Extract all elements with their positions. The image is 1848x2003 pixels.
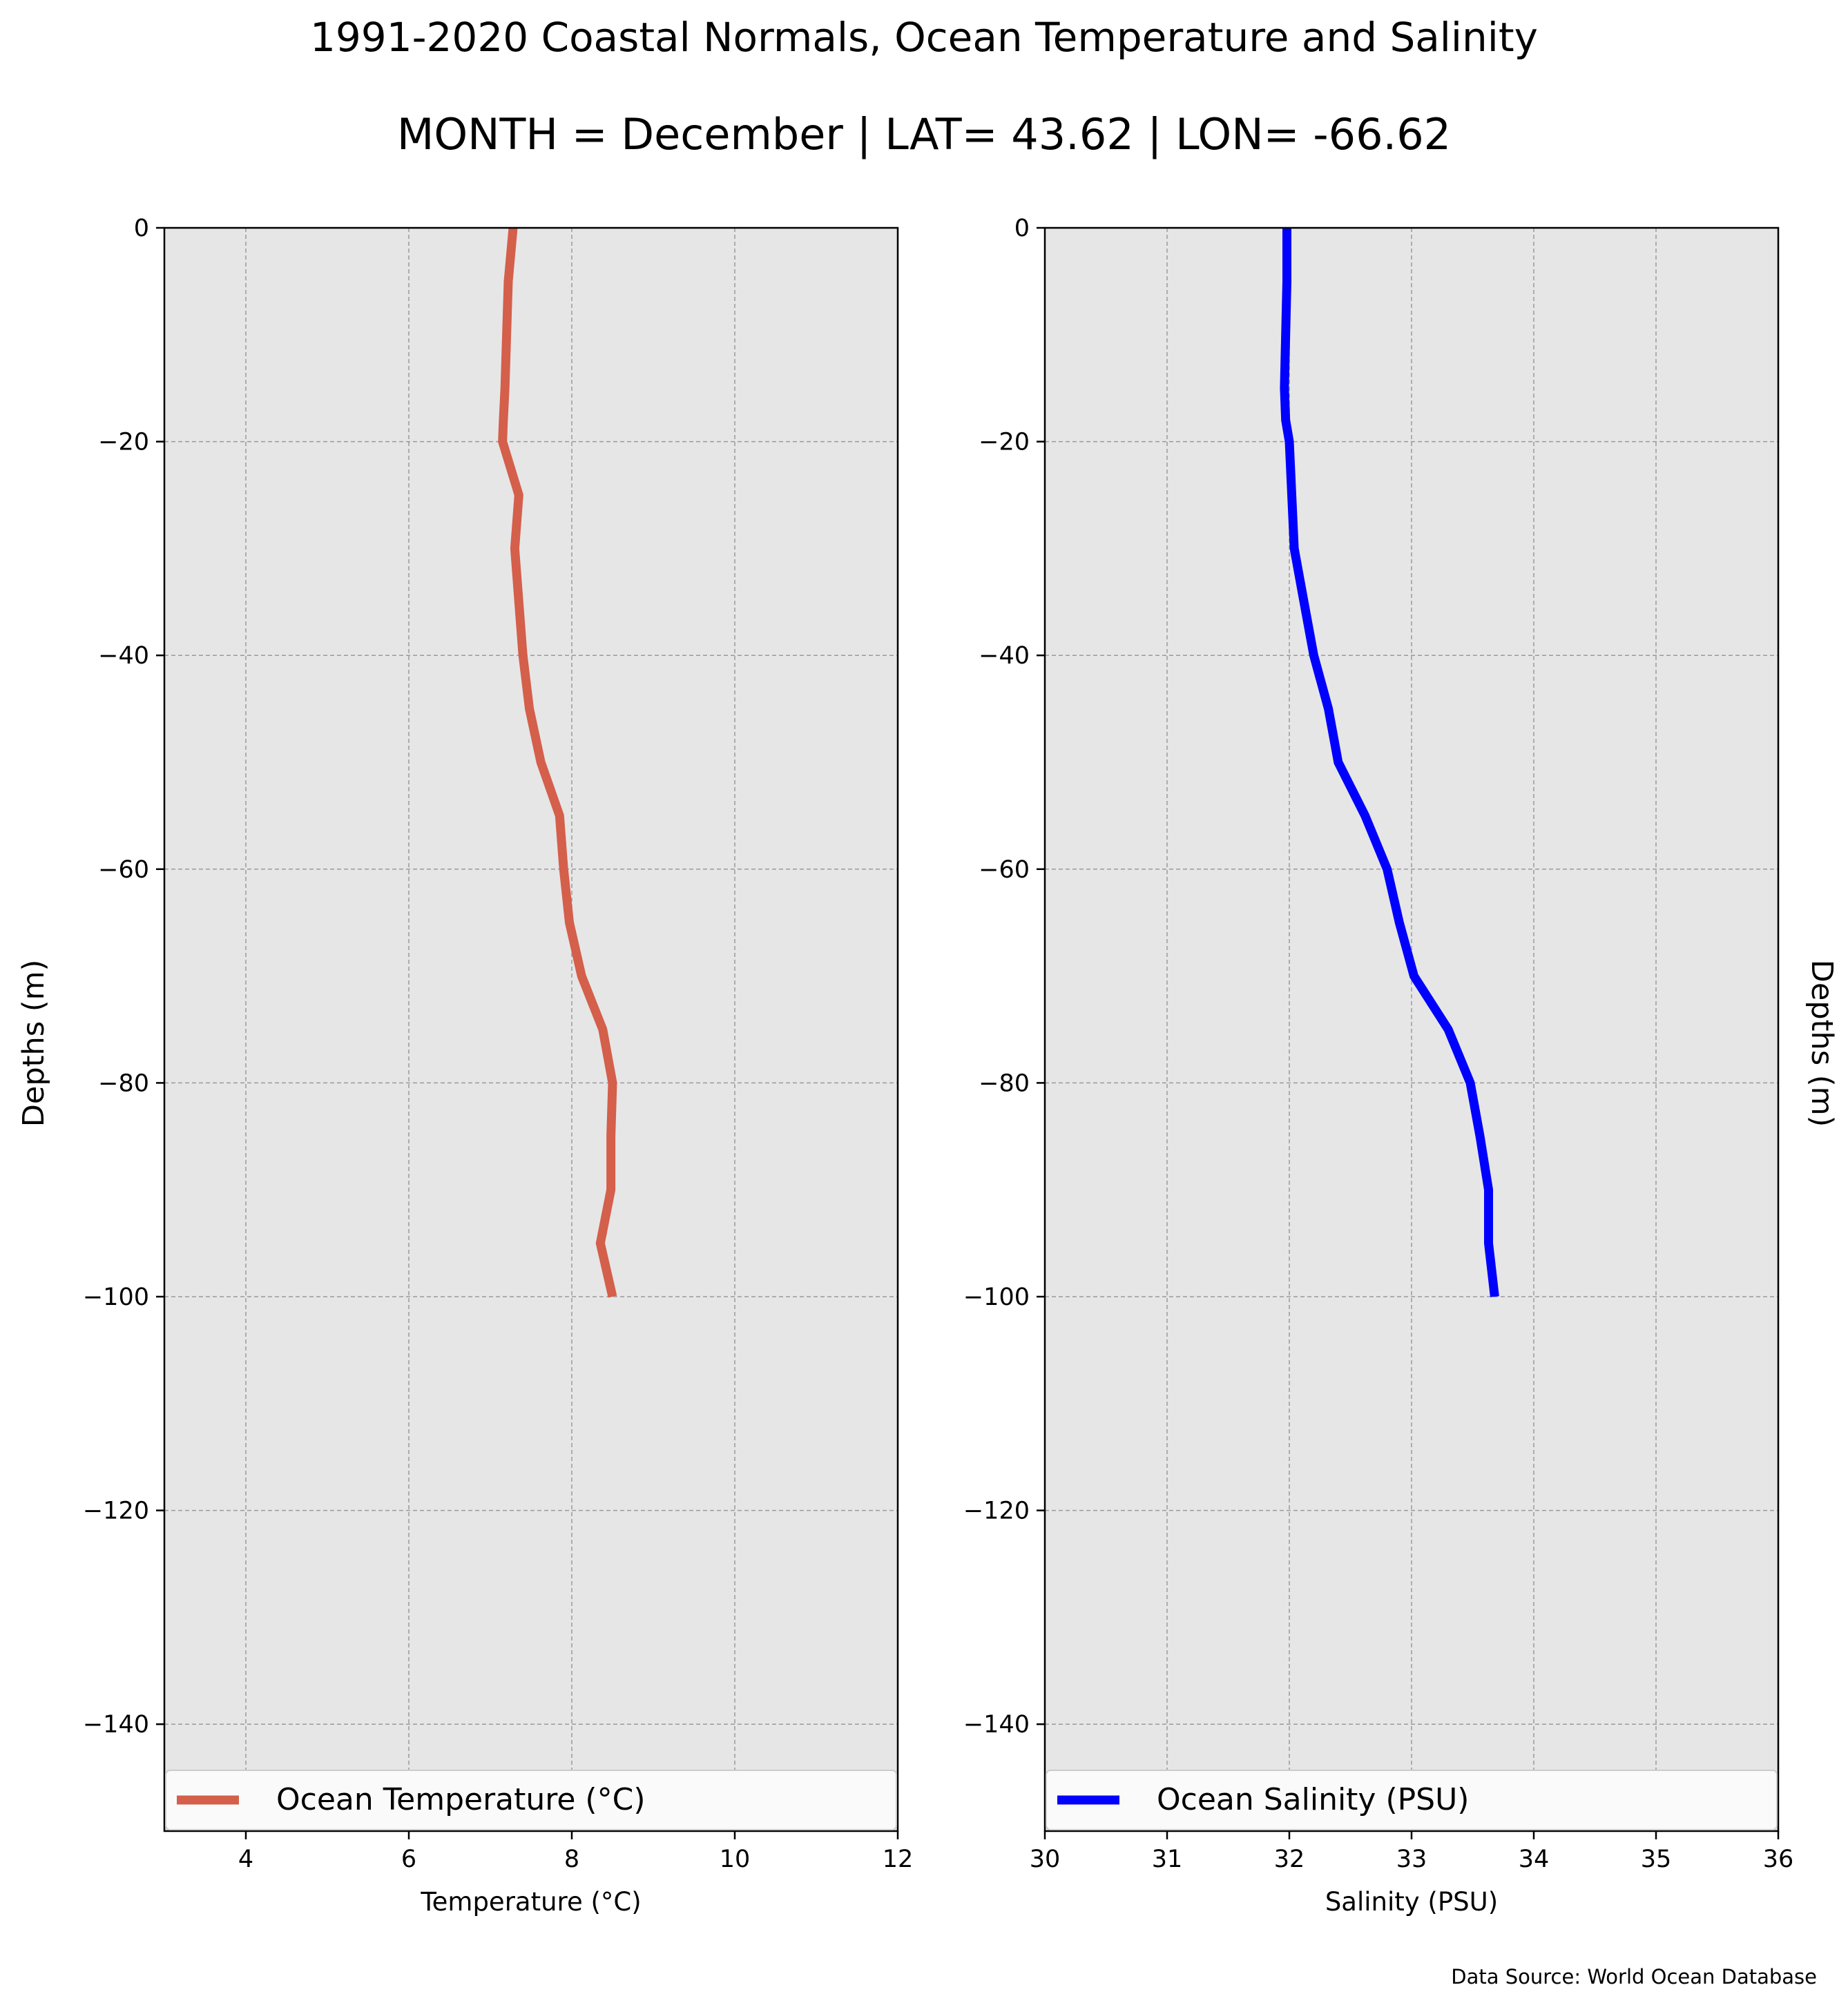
y-tick-label: −100 bbox=[963, 1284, 1030, 1311]
chart-subtitle: MONTH = December | LAT= 43.62 | LON= -66… bbox=[396, 109, 1452, 159]
x-tick-label: 33 bbox=[1396, 1846, 1427, 1873]
axes-frame bbox=[163, 226, 899, 1832]
x-tick-label: 36 bbox=[1763, 1846, 1794, 1873]
x-axis-label: Temperature (°C) bbox=[420, 1887, 641, 1917]
x-tick-label: 35 bbox=[1641, 1846, 1672, 1873]
y-tick-label: −120 bbox=[963, 1498, 1030, 1525]
y-tick-label: −80 bbox=[98, 1070, 149, 1097]
x-tick-label: 34 bbox=[1519, 1846, 1550, 1873]
y-tick-label: −60 bbox=[98, 856, 149, 884]
legend-label: Ocean Salinity (PSU) bbox=[1157, 1782, 1469, 1817]
x-tick-label: 6 bbox=[401, 1846, 416, 1873]
y-tick-label: −100 bbox=[83, 1284, 149, 1311]
x-tick-label: 12 bbox=[883, 1846, 914, 1873]
x-tick-label: 10 bbox=[720, 1846, 751, 1873]
y-axis-label: Depths (m) bbox=[1804, 960, 1839, 1127]
y-tick-label: −140 bbox=[963, 1711, 1030, 1739]
y-tick-label: −80 bbox=[979, 1070, 1030, 1097]
x-tick-label: 30 bbox=[1030, 1846, 1061, 1873]
x-tick-label: 4 bbox=[238, 1846, 253, 1873]
legend-box bbox=[165, 1770, 897, 1830]
series-line bbox=[498, 227, 617, 1298]
y-tick-label: −20 bbox=[979, 429, 1030, 456]
y-tick-label: −120 bbox=[83, 1498, 149, 1525]
salinity-panel: 30 31 32 33 34 35 36 0 −20 −40 −60 −80 −100 −120 −140 S… bbox=[963, 215, 1839, 1917]
y-tick-label: −20 bbox=[98, 429, 149, 456]
y-tick-label: 0 bbox=[134, 215, 149, 242]
legend-box bbox=[1046, 1770, 1778, 1830]
y-tick-label: −60 bbox=[979, 856, 1030, 884]
legend: Ocean Salinity (PSU) bbox=[1046, 1770, 1778, 1830]
x-tick-label: 8 bbox=[564, 1846, 579, 1873]
x-axis-label: Salinity (PSU) bbox=[1325, 1887, 1498, 1917]
chart-title: 1991-2020 Coastal Normals, Ocean Tempera… bbox=[310, 14, 1538, 61]
y-axis-label: Depths (m) bbox=[17, 960, 51, 1127]
legend-label: Ocean Temperature (°C) bbox=[276, 1782, 646, 1817]
y-tick-label: −140 bbox=[83, 1711, 149, 1739]
y-tick-label: 0 bbox=[1014, 215, 1030, 242]
series-line bbox=[1280, 228, 1499, 1297]
y-tick-label: −40 bbox=[979, 642, 1030, 670]
temperature-panel: 4 6 8 10 12 0 −20 −40 −60 −80 −100 −120 −140 Temperat… bbox=[17, 215, 913, 1917]
data-source-note: Data Source: World Ocean Database bbox=[1451, 1965, 1817, 1989]
x-tick-label: 31 bbox=[1152, 1846, 1183, 1873]
y-tick-label: −40 bbox=[98, 642, 149, 670]
x-tick-label: 32 bbox=[1274, 1846, 1305, 1873]
plot-area bbox=[164, 228, 898, 1831]
legend: Ocean Temperature (°C) bbox=[165, 1770, 897, 1830]
